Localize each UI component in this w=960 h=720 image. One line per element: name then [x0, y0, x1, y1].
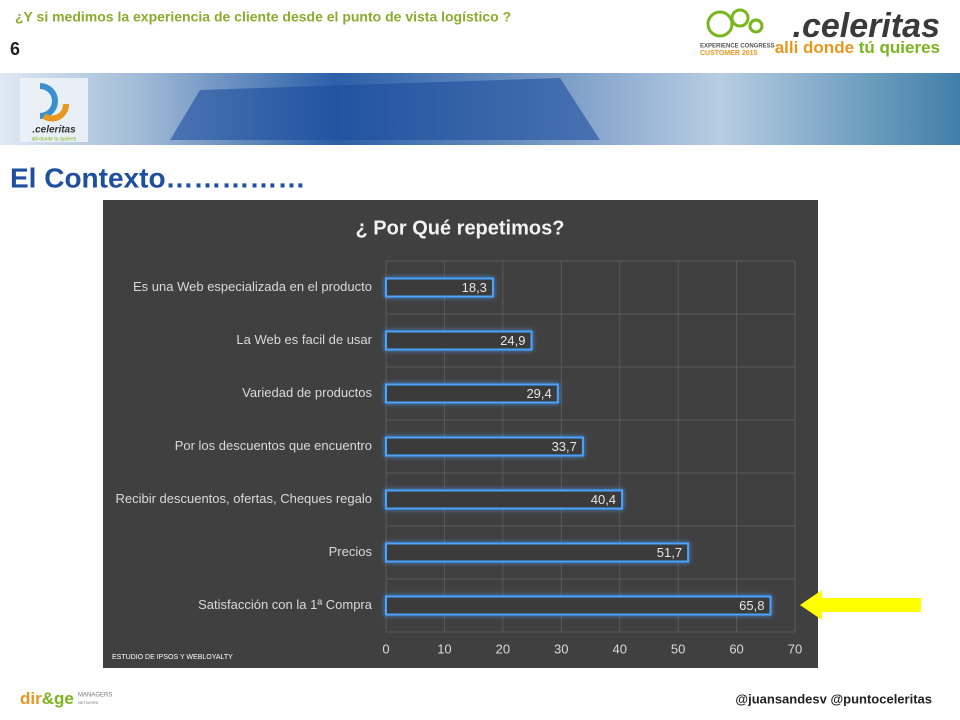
- bar: [385, 542, 690, 563]
- x-tick-label: 60: [729, 641, 743, 656]
- footer-brand-a: dir: [20, 689, 42, 708]
- value-label: 24,9: [500, 333, 525, 348]
- y-tick-label: Precios: [329, 544, 373, 559]
- chart-title: ¿ Por Qué repetimos?: [356, 217, 565, 239]
- banner-brand: .celeritas: [32, 125, 76, 136]
- y-tick-label: Recibir descuentos, ofertas, Cheques reg…: [115, 491, 372, 506]
- chart-source: ESTUDIO DE IPSOS Y WEBLOYALTY: [112, 654, 233, 661]
- y-tick-label: Variedad de productos: [242, 385, 372, 400]
- value-label: 65,8: [739, 598, 764, 613]
- highlight-arrow: [800, 590, 921, 620]
- logo-icon: [706, 10, 734, 38]
- value-label: 29,4: [526, 386, 551, 401]
- banner-truck: [170, 78, 600, 140]
- bar: [385, 436, 584, 457]
- brand-logo: .celeritas: [793, 7, 940, 45]
- tagline-a: alli donde: [775, 38, 859, 57]
- y-tick-label: La Web es facil de usar: [236, 332, 372, 347]
- logo-icon: [730, 8, 750, 28]
- slide-number: 6: [10, 39, 20, 59]
- congress-logo: EXPERIENCE CONGRESS CUSTOMER 2015: [700, 8, 775, 57]
- congress-top: EXPERIENCE CONGRESS: [700, 44, 775, 50]
- section-title: El Contexto……………: [10, 162, 306, 193]
- x-tick-label: 50: [671, 641, 685, 656]
- x-tick-label: 10: [437, 641, 451, 656]
- value-label: 33,7: [552, 439, 577, 454]
- footer-logo: dir&ge: [20, 689, 74, 708]
- footer-brand-b: &ge: [42, 689, 74, 708]
- bar: [385, 383, 559, 404]
- bar: [385, 489, 624, 510]
- x-tick-label: 40: [612, 641, 626, 656]
- tagline-b: tú quieres: [859, 38, 940, 57]
- bar: [385, 330, 533, 351]
- bar: [385, 595, 772, 616]
- y-tick-label: Por los descuentos que encuentro: [175, 438, 372, 453]
- brand-tagline: alli donde tú quieres: [775, 38, 940, 57]
- banner-logo-icon: [42, 103, 69, 122]
- footer-brand-d: NETWORK: [78, 700, 99, 705]
- y-tick-label: Es una Web especializada en el producto: [133, 279, 372, 294]
- footer-brand-c: MANAGERS: [78, 693, 112, 699]
- banner-tagline: alli donde tu quieres: [32, 136, 77, 142]
- x-tick-label: 0: [382, 641, 389, 656]
- x-tick-label: 30: [554, 641, 568, 656]
- congress-bottom: CUSTOMER 2015: [700, 50, 758, 57]
- header-question: ¿Y si medimos la experiencia de cliente …: [15, 9, 511, 25]
- plot: 0 10 20 30 40 50 60 70 Es una Web especializada …: [115, 260, 802, 656]
- value-label: 51,7: [657, 545, 682, 560]
- bar: [385, 277, 494, 298]
- y-tick-label: Satisfacción con la 1ª Compra: [198, 597, 373, 612]
- footer-handles: @juansandesv @puntoceleritas: [735, 691, 932, 706]
- x-tick-label: 20: [496, 641, 510, 656]
- x-tick-label: 70: [788, 641, 802, 656]
- value-label: 18,3: [462, 280, 487, 295]
- value-label: 40,4: [591, 492, 616, 507]
- logo-icon: [748, 18, 764, 34]
